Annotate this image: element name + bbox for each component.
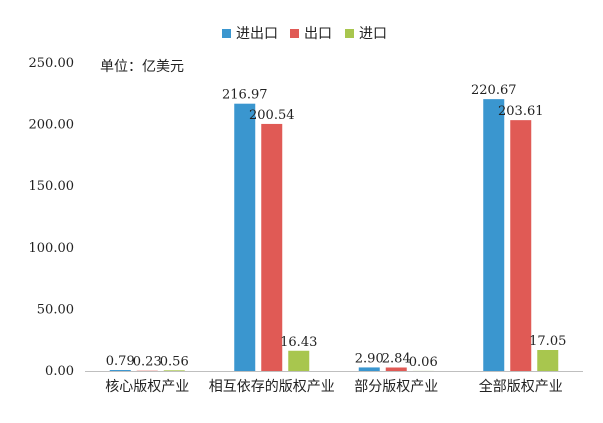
data-label: 0.56 — [160, 354, 189, 369]
legend-swatch — [290, 29, 299, 38]
bar — [358, 367, 380, 371]
data-label: 200.54 — [249, 108, 295, 123]
x-tick-label: 核心版权产业 — [105, 379, 189, 395]
legend-label: 出口 — [304, 26, 332, 42]
legend-label: 进口 — [359, 26, 387, 42]
legend-item: 出口 — [290, 26, 332, 42]
y-tick-label: 100.00 — [29, 241, 75, 256]
data-label: 220.67 — [471, 83, 517, 98]
data-label: 216.97 — [222, 88, 268, 103]
y-tick-label: 250.00 — [29, 56, 75, 71]
bar — [109, 370, 131, 371]
x-axis: 核心版权产业 相互依存的版权产业 部分版权产业 全部版权产业 — [85, 371, 583, 395]
unit-note: 单位：亿美元 — [100, 59, 184, 75]
bars — [109, 99, 559, 372]
bar — [510, 120, 532, 371]
y-tick-label: 50.00 — [37, 302, 74, 317]
data-label: 0.23 — [133, 355, 162, 370]
legend-item: 进口 — [345, 26, 387, 42]
bar — [234, 103, 256, 371]
legend-label: 进出口 — [236, 26, 278, 42]
x-tick-label: 相互依存的版权产业 — [209, 379, 335, 395]
bar — [385, 367, 407, 371]
bar — [483, 99, 505, 372]
data-label: 203.61 — [498, 104, 544, 119]
y-tick-label: 0.00 — [45, 364, 74, 379]
x-tick-label: 全部版权产业 — [479, 378, 563, 395]
data-label: 16.43 — [280, 335, 317, 350]
x-tick-label: 部分版权产业 — [354, 379, 438, 395]
y-tick-label: 150.00 — [29, 179, 75, 194]
data-label: 0.06 — [409, 355, 438, 370]
data-label: 2.90 — [355, 351, 384, 366]
bar — [163, 370, 185, 371]
legend-item: 进出口 — [222, 26, 278, 42]
data-label: 17.05 — [529, 334, 566, 349]
bar — [288, 350, 310, 371]
bar — [537, 349, 559, 371]
legend: 进出口 出口 进口 — [222, 26, 387, 42]
data-label: 2.84 — [382, 352, 411, 367]
data-label: 0.79 — [106, 354, 135, 369]
y-axis: 0.00 50.00 100.00 150.00 200.00 250.00 — [29, 56, 75, 379]
bar — [261, 123, 283, 371]
legend-swatch — [222, 29, 231, 38]
legend-swatch — [345, 29, 354, 38]
value-labels: 0.790.230.56 216.97 200.54 16.43 2.902.840.0… — [106, 83, 567, 370]
y-tick-label: 200.00 — [29, 118, 75, 133]
